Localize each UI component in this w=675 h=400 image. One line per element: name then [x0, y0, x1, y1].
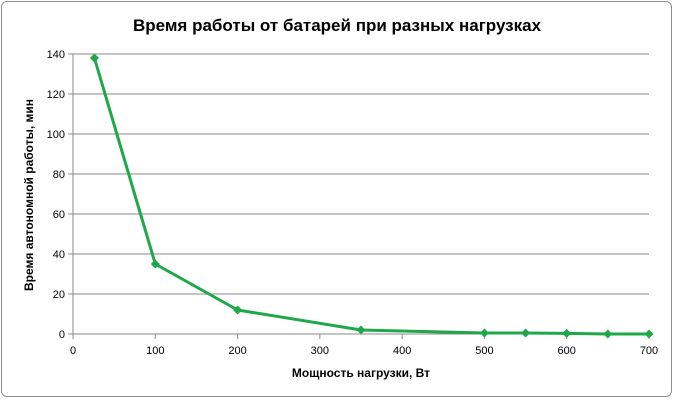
data-point-marker: [356, 325, 366, 335]
x-tick-label: 600: [558, 345, 576, 357]
data-point-marker: [521, 328, 531, 338]
y-tick-label: 140: [47, 49, 65, 61]
axes: [68, 53, 650, 339]
x-tick-label: 200: [228, 345, 246, 357]
gridlines: [73, 53, 649, 295]
y-tick-label: 80: [53, 169, 65, 181]
y-tick-label: 60: [53, 209, 65, 221]
chart-title: Время работы от батарей при разных нагру…: [133, 16, 542, 35]
y-tick-label: 100: [47, 129, 65, 141]
data-point-marker: [89, 53, 99, 63]
x-tick-label: 0: [70, 345, 76, 357]
series-line: [92, 56, 651, 336]
x-tick-label: 700: [640, 345, 658, 357]
y-tick-label: 40: [53, 249, 65, 261]
data-point-marker: [479, 328, 489, 338]
y-tick-labels: 0 20 40 60 80 100 120 140: [47, 49, 65, 341]
data-point-marker: [603, 329, 613, 339]
data-point-marker: [562, 328, 572, 338]
data-point-marker: [150, 259, 160, 269]
y-axis-title: Время автономной работы, мин: [22, 99, 36, 291]
x-tick-label: 400: [393, 345, 411, 357]
series-group: [89, 53, 654, 339]
x-tick-label: 300: [311, 345, 329, 357]
y-tick-label: 20: [53, 289, 65, 301]
data-point-marker: [233, 305, 243, 315]
x-axis-title: Мощность нагрузки, Вт: [292, 366, 430, 380]
y-tick-label: 120: [47, 89, 65, 101]
x-tick-label: 500: [475, 345, 493, 357]
x-tick-labels: 0 100 200 300 400 500 600 700: [70, 345, 658, 357]
y-tick-label: 0: [59, 329, 65, 341]
data-point-marker: [644, 329, 654, 339]
x-tick-label: 100: [146, 345, 164, 357]
